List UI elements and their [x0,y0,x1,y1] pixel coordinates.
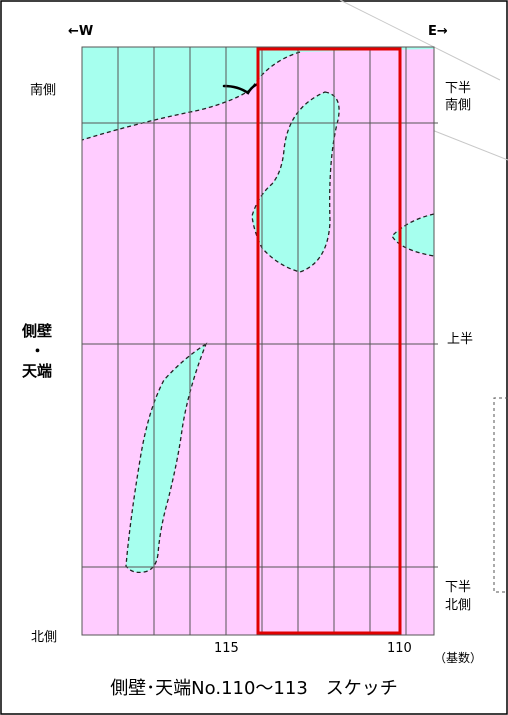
right-label-upper: 上半 [446,332,473,347]
faint-diagonal-right [431,129,508,161]
water-area-lower-left [125,342,208,574]
crack-line [222,82,260,95]
side-title-line1: 側壁 [22,322,53,340]
axis-tick-115: 115 [214,641,239,656]
axis-tick-110: 110 [387,641,412,656]
axis-unit: （基数） [434,651,483,665]
side-title-line3: 天端 [22,362,53,380]
caption: 側壁･天端No.110～113 スケッチ [110,678,398,699]
left-label-south-side: 南側 [30,83,57,98]
left-label-north-side: 北側 [31,630,58,645]
side-title-line2: ・ [30,342,46,360]
water-area-center [251,91,340,273]
water-area-top-left-edge [81,51,301,141]
right-label-lower-south-1: 下半 [444,81,471,96]
water-area-right [392,214,434,256]
highlight-box [256,47,402,635]
right-label-lower-north-2: 北側 [444,598,471,613]
water-area-top-left [82,47,434,140]
direction-east-label: E→ [428,24,448,39]
grid-lines [82,47,438,635]
water-area-right-edge [391,213,435,257]
sketch-border [81,46,435,636]
right-label-lower-north-1: 下半 [444,580,471,595]
right-label-lower-south-2: 南側 [444,98,471,113]
faint-diagonal-top [339,0,501,81]
direction-west-label: ←W [68,24,94,39]
dashed-side-box [493,397,508,593]
